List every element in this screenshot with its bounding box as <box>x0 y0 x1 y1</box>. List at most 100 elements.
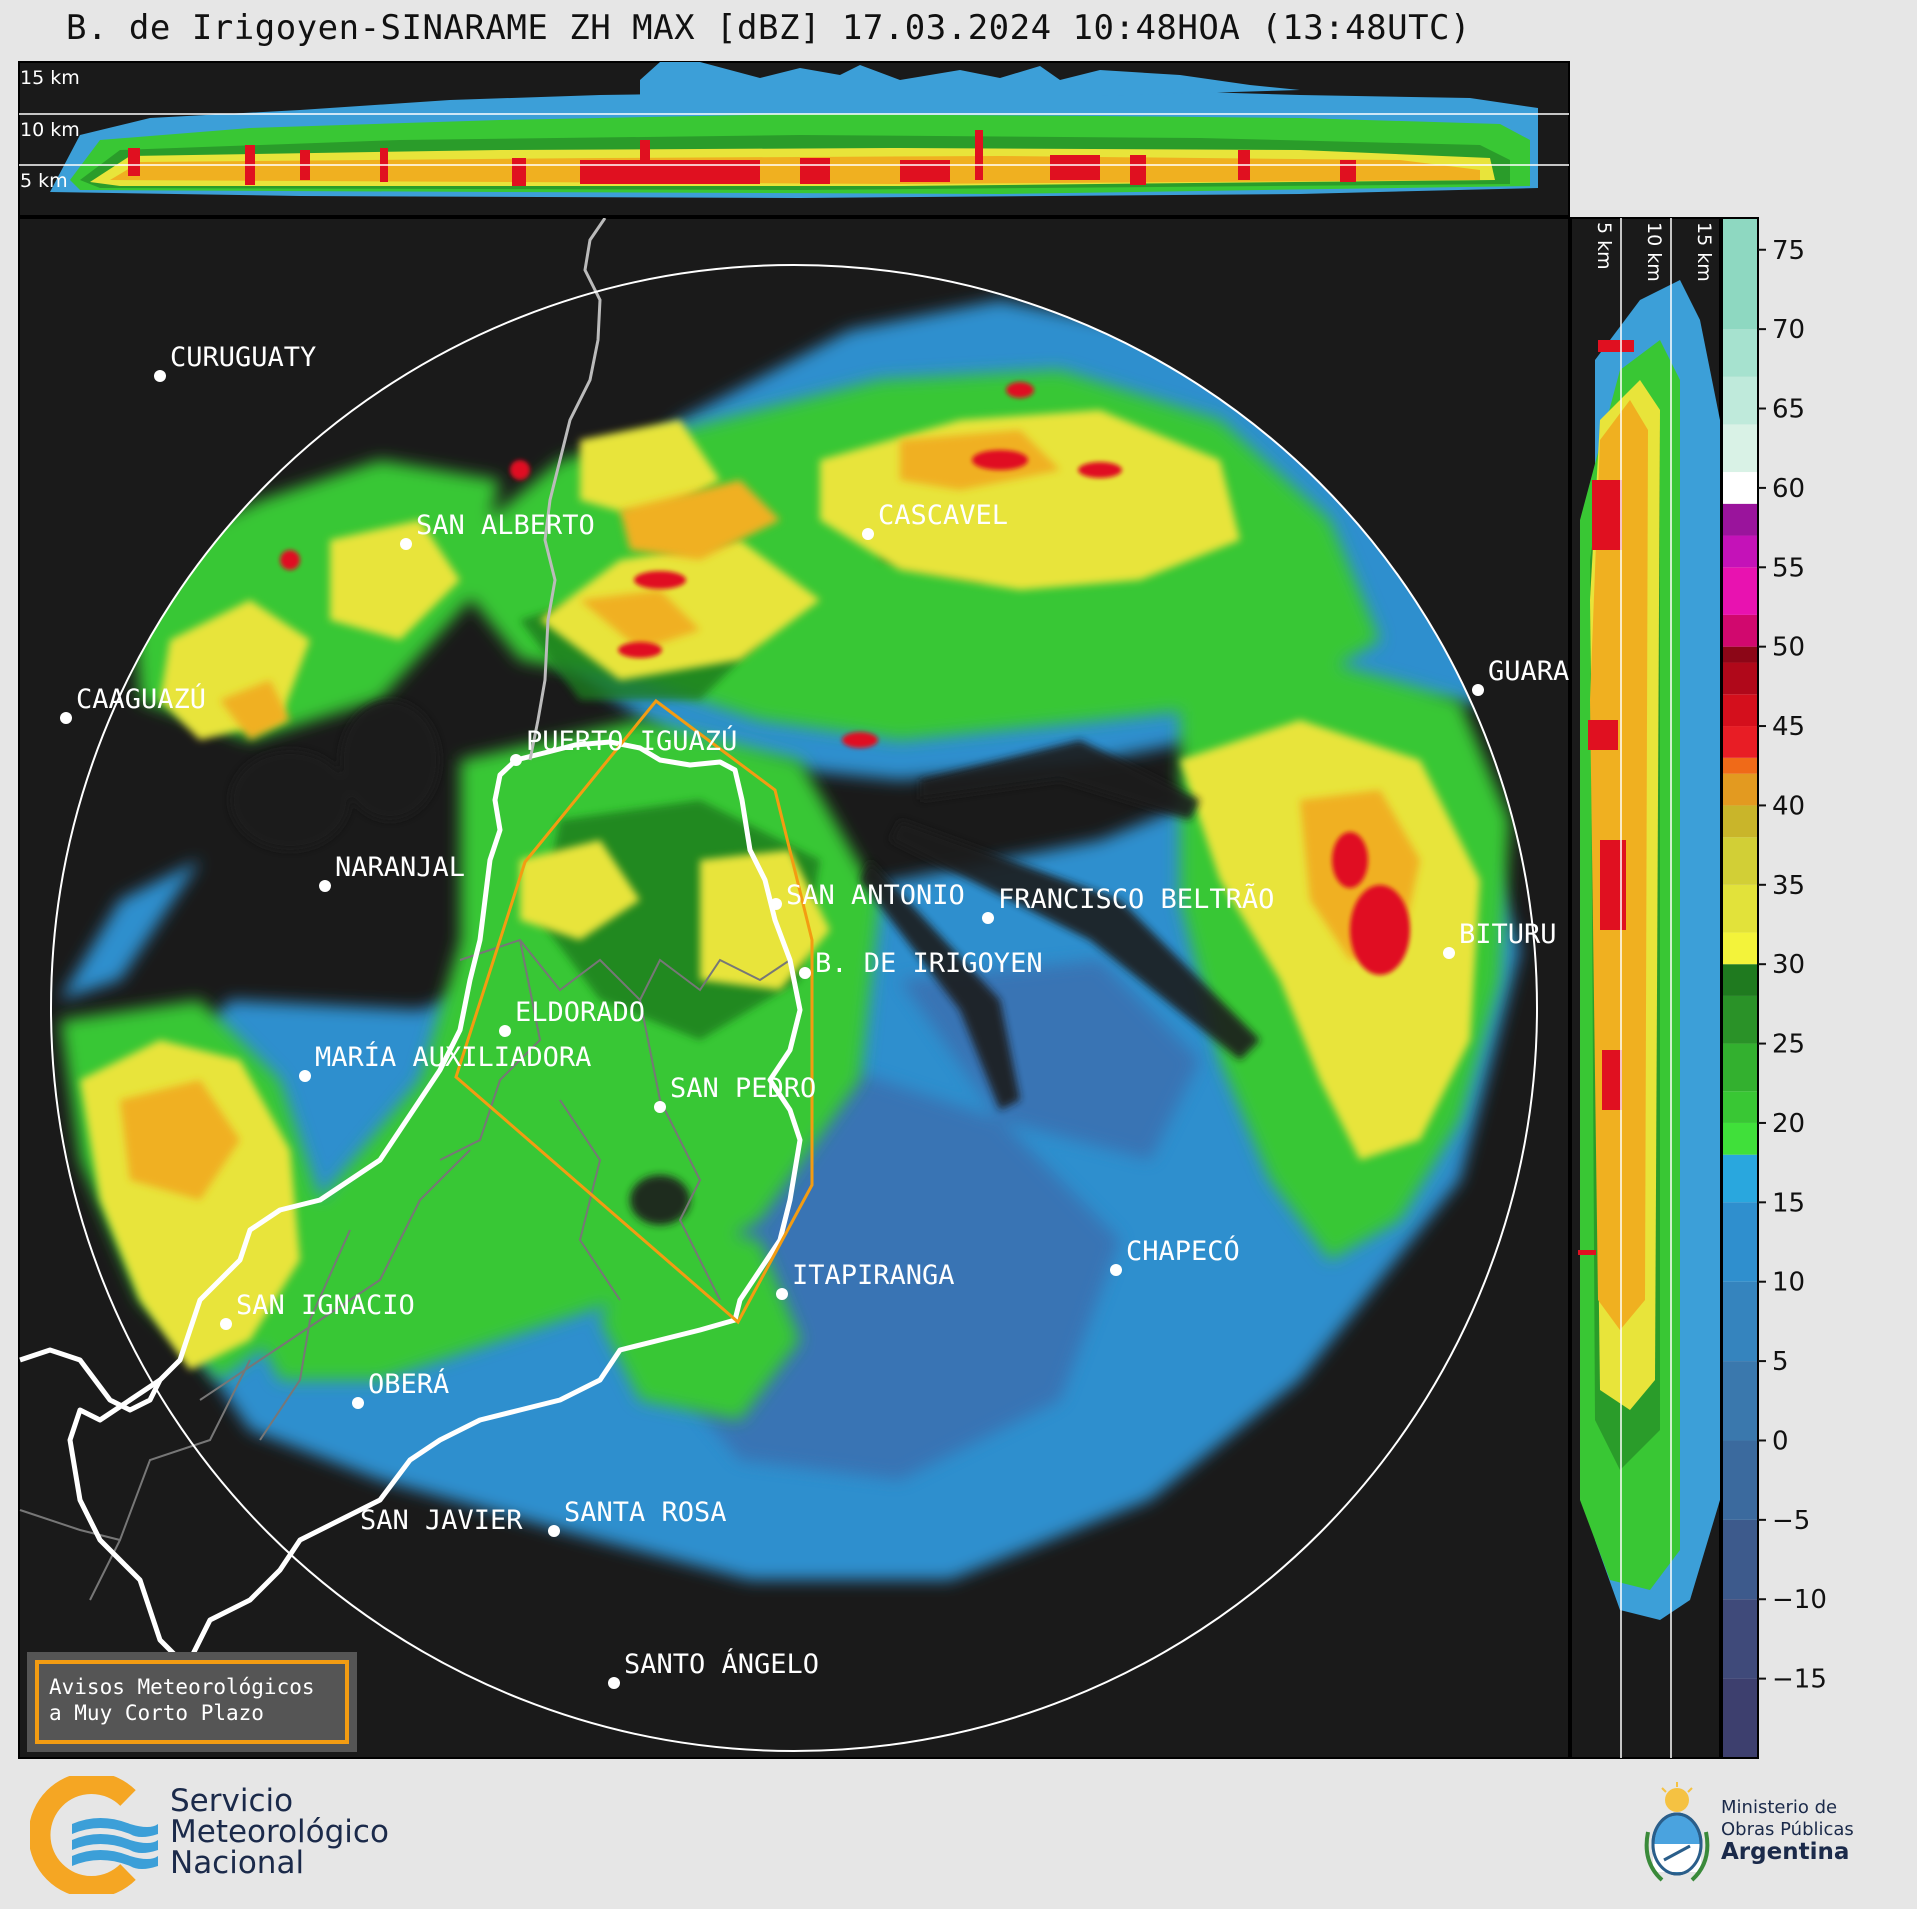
city-san-ignacio: SAN IGNACIO <box>220 1290 415 1330</box>
city-label: OBERÁ <box>368 1368 449 1400</box>
colorbar-band <box>1722 1091 1758 1123</box>
department-boundaries <box>19 938 791 1601</box>
colorbar-tick-label: 60 <box>1772 474 1805 504</box>
city-label: SAN ALBERTO <box>416 510 595 541</box>
colorbar-tick-label: −15 <box>1772 1665 1827 1695</box>
side-profile-label-10km: 10 km <box>1643 222 1665 282</box>
city-puerto-iguazu: PUERTO IGUAZÚ <box>510 725 737 766</box>
ministry-line-3: Argentina <box>1721 1839 1850 1865</box>
warning-polygon <box>454 698 814 1325</box>
colorbar-band <box>1722 614 1758 647</box>
colorbar-band <box>1722 1154 1758 1203</box>
page-title: B. de Irigoyen-SINARAME ZH MAX [dBZ] 17.… <box>66 8 1471 48</box>
city-label: SAN PEDRO <box>670 1073 816 1104</box>
colorbar-band <box>1722 1519 1758 1600</box>
side-profile-label-5km: 5 km <box>1593 222 1615 270</box>
city-san-pedro: SAN PEDRO <box>654 1073 816 1113</box>
range-ring <box>50 264 1538 1752</box>
warning-legend: Avisos Meteorológicos a Muy Corto Plazo <box>27 1652 357 1752</box>
ministry-logo-text: Ministerio de Obras Públicas Argentina <box>1721 1797 1854 1865</box>
smn-line-3: Nacional <box>170 1845 305 1881</box>
colorbar-band <box>1722 503 1758 536</box>
colorbar-band <box>1722 424 1758 473</box>
argentina-coat-of-arms-icon <box>1644 1782 1710 1882</box>
city-san-antonio: SAN ANTONIO <box>770 880 965 911</box>
colorbar-tick-label: −5 <box>1772 1506 1810 1536</box>
city-label: FRANCISCO BELTRÃO <box>998 883 1274 915</box>
colorbar-band <box>1722 995 1758 1044</box>
colorbar-band <box>1722 376 1758 425</box>
colorbar-tick-label: 70 <box>1772 315 1805 345</box>
colorbar-band <box>1722 757 1758 774</box>
colorbar-band <box>1722 1678 1758 1758</box>
colorbar-band <box>1722 773 1758 806</box>
legend-line-1: Avisos Meteorológicos <box>49 1675 315 1699</box>
city-label: GUARA <box>1488 656 1569 687</box>
colorbar-band <box>1722 1361 1758 1441</box>
city-obera: OBERÁ <box>352 1368 449 1409</box>
city-label: SAN JAVIER <box>360 1505 523 1536</box>
colorbar-band <box>1722 1202 1758 1282</box>
city-label: CASCAVEL <box>878 500 1008 531</box>
smn-logo-icon <box>30 1776 158 1894</box>
city-eldorado: ELDORADO <box>499 997 645 1037</box>
colorbar-tick-label: 25 <box>1772 1030 1805 1060</box>
colorbar-tick-label: 75 <box>1772 236 1805 266</box>
colorbar-band <box>1722 805 1758 838</box>
top-profile-label-10km: 10 km <box>20 119 80 141</box>
side-height-profile: 5 km 10 km 15 km <box>1570 217 1721 1759</box>
city-label: MARÍA AUXILIADORA <box>315 1041 591 1073</box>
top-height-profile: 15 km 10 km 5 km <box>18 61 1570 217</box>
city-b-de-irigoyen: B. DE IRIGOYEN <box>799 948 1043 979</box>
colorbar-band <box>1722 329 1758 377</box>
colorbar-band <box>1722 218 1758 330</box>
colorbar-band <box>1722 884 1758 933</box>
smn-line-1: Servicio <box>170 1783 294 1819</box>
colorbar-band <box>1722 1122 1758 1155</box>
city-label: NARANJAL <box>335 852 465 883</box>
colorbar-band <box>1722 535 1758 568</box>
city-label: SANTO ÁNGELO <box>624 1648 819 1680</box>
colorbar-band <box>1722 472 1758 504</box>
city-chapeco: CHAPECÓ <box>1110 1235 1240 1276</box>
colorbar-band <box>1722 1599 1758 1679</box>
city-label: B. DE IRIGOYEN <box>815 948 1043 979</box>
smn-logo-text: Servicio Meteorológico Nacional <box>170 1786 389 1879</box>
colorbar-tick-label: 45 <box>1772 712 1805 742</box>
colorbar-tick-label: 35 <box>1772 871 1805 901</box>
colorbar-tick-label: 15 <box>1772 1188 1805 1218</box>
city-santa-rosa: SANTA ROSA <box>548 1497 727 1537</box>
radar-map <box>18 217 1570 1759</box>
city-label: ELDORADO <box>515 997 645 1028</box>
colorbar-band <box>1722 837 1758 885</box>
city-label: BITURU <box>1459 919 1557 950</box>
city-itapiranga: ITAPIRANGA <box>776 1260 955 1300</box>
colorbar-band <box>1722 932 1758 965</box>
colorbar-bands <box>1722 218 1758 1758</box>
city-label: ITAPIRANGA <box>792 1260 955 1291</box>
city-santo-angelo: SANTO ÁNGELO <box>608 1648 819 1689</box>
legend-line-2: a Muy Corto Plazo <box>49 1701 264 1725</box>
colorbar-band <box>1722 694 1758 727</box>
city-labels: CURUGUATY SAN ALBERTO CASCAVEL CAAGUAZÚ … <box>60 342 1569 1689</box>
city-label: SAN ANTONIO <box>786 880 965 911</box>
colorbar-band <box>1722 567 1758 615</box>
river-parana <box>528 218 607 761</box>
city-maria-auxiliadora: MARÍA AUXILIADORA <box>299 1041 591 1082</box>
colorbar-tick-label: 30 <box>1772 950 1805 980</box>
colorbar-tick-label: 20 <box>1772 1109 1805 1139</box>
city-naranjal: NARANJAL <box>319 852 465 892</box>
colorbar-band <box>1722 1281 1758 1362</box>
city-label: SAN IGNACIO <box>236 1290 415 1321</box>
city-bituru: BITURU <box>1443 919 1557 959</box>
colorbar-band <box>1722 964 1758 996</box>
colorbar-tick-label: 5 <box>1772 1347 1789 1377</box>
city-label: PUERTO IGUAZÚ <box>526 725 737 757</box>
top-profile-label-5km: 5 km <box>20 170 68 192</box>
colorbar-tick-label: 50 <box>1772 633 1805 663</box>
colorbar-band <box>1722 1043 1758 1092</box>
city-caaguazu: CAAGUAZÚ <box>60 683 206 724</box>
city-cascavel: CASCAVEL <box>862 500 1008 540</box>
